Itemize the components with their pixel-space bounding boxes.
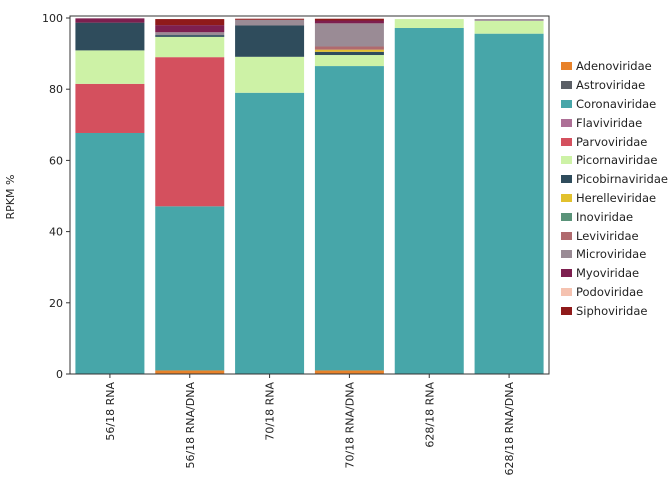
legend-label: Microviridae: [576, 247, 647, 262]
bars-layer: [75, 18, 544, 375]
legend-swatch: [561, 99, 572, 108]
bar-segment-adenoviridae-3: [314, 370, 384, 374]
bar-segment-microviridae-2: [235, 19, 305, 26]
legend-item-coronaviridae: Coronaviridae: [561, 95, 668, 114]
y-tick-label: 80: [49, 83, 63, 96]
x-tick-label: 56/18 RNA/DNA: [184, 382, 197, 469]
bar-segment-picobirnaviridae-0: [75, 22, 145, 51]
bar-segment-picornaviridae-2: [235, 56, 305, 93]
legend-label: Parvoviridae: [576, 134, 648, 149]
x-tick-label: 56/18 RNA: [104, 382, 117, 441]
legend-swatch: [561, 156, 572, 165]
bar-segment-microviridae-3: [314, 23, 384, 47]
legend-item-herelleviridae: Herelleviridae: [561, 189, 668, 208]
bar-segment-coronaviridae-4: [394, 27, 464, 375]
bar-segment-picornaviridae-3: [314, 55, 384, 67]
legend-item-inoviridae: Inoviridae: [561, 207, 668, 226]
bar-segment-picornaviridae-1: [155, 36, 225, 58]
legend-label: Leviviridae: [576, 228, 639, 243]
legend-item-podoviridae: Podoviridae: [561, 283, 668, 302]
legend-label: Herelleviridae: [576, 190, 657, 205]
legend-swatch: [561, 81, 572, 90]
bar-segment-picobirnaviridae-1: [155, 35, 225, 37]
bar-segment-leviviridae-3: [314, 46, 384, 50]
legend-item-adenoviridae: Adenoviridae: [561, 57, 668, 76]
legend-item-myoviridae: Myoviridae: [561, 264, 668, 283]
legend-swatch: [561, 62, 572, 71]
legend-swatch: [561, 250, 572, 259]
legend-swatch: [561, 287, 572, 296]
legend-item-leviviridae: Leviviridae: [561, 226, 668, 245]
legend-label: Adenoviridae: [576, 59, 652, 74]
bar-segment-myoviridae-3: [314, 20, 384, 24]
legend-item-flaviviridae: Flaviviridae: [561, 113, 668, 132]
bar-segment-picornaviridae-5: [474, 20, 544, 34]
y-tick-label: 0: [56, 368, 63, 381]
legend-label: Inoviridae: [576, 209, 634, 224]
legend-label: Picornaviridae: [576, 153, 658, 168]
y-tick-label: 100: [42, 12, 63, 25]
plot-frame: [69, 15, 550, 375]
y-axis-label: RPKM %: [4, 175, 17, 220]
x-axis: 56/18 RNA 56/18 RNA/DNA 70/18 RNA 70/18 RNA…: [104, 374, 516, 476]
bar-segment-siphoviridae-3: [314, 18, 384, 21]
legend-item-picobirnaviridae: Picobirnaviridae: [561, 170, 668, 189]
y-tick-label: 60: [49, 154, 63, 167]
bar-segment-picornaviridae-0: [75, 50, 145, 84]
y-tick-label: 20: [49, 297, 63, 310]
bar-segment-parvoviridae-0: [75, 83, 145, 133]
x-tick-label: 70/18 RNA: [264, 382, 277, 441]
bar-segment-coronaviridae-1: [155, 206, 225, 371]
bar-segment-coronaviridae-3: [314, 66, 384, 371]
legend-item-siphoviridae: Siphoviridae: [561, 301, 668, 320]
legend-swatch: [561, 231, 572, 240]
x-tick-label: 628/18 RNA/DNA: [503, 382, 516, 476]
bar-segment-siphoviridae-2: [235, 18, 305, 20]
bar-segment-siphoviridae-1: [155, 19, 225, 26]
legend-label: Astroviridae: [576, 78, 646, 93]
bar-segment-adenoviridae-1: [155, 370, 225, 374]
bar-segment-herelleviridae-3: [314, 49, 384, 52]
legend-label: Coronaviridae: [576, 96, 657, 111]
legend-swatch: [561, 212, 572, 221]
legend-swatch: [561, 193, 572, 202]
legend-swatch: [561, 118, 572, 127]
legend-item-microviridae: Microviridae: [561, 245, 668, 264]
legend: Adenoviridae Astroviridae Coronaviridae Fla…: [561, 57, 668, 320]
x-tick-label: 628/18 RNA: [423, 382, 436, 448]
bar-segment-coronaviridae-0: [75, 132, 145, 374]
legend-label: Flaviviridae: [576, 115, 643, 130]
legend-label: Myoviridae: [576, 266, 640, 281]
legend-swatch: [561, 306, 572, 315]
legend-label: Siphoviridae: [576, 303, 648, 318]
bar-segment-picobirnaviridae-3: [314, 51, 384, 56]
bar-segment-myoviridae-1: [155, 25, 225, 33]
legend-swatch: [561, 269, 572, 278]
bar-segment-parvoviridae-1: [155, 57, 225, 207]
legend-label: Picobirnaviridae: [576, 172, 668, 187]
legend-swatch: [561, 137, 572, 146]
y-axis: 0 20 40 60 80 100: [42, 12, 70, 381]
bar-segment-picornaviridae-4: [394, 19, 464, 28]
legend-item-picornaviridae: Picornaviridae: [561, 151, 668, 170]
bar-segment-microviridae-5: [474, 19, 544, 21]
bar-segment-coronaviridae-2: [235, 92, 305, 374]
legend-label: Podoviridae: [576, 284, 644, 299]
legend-swatch: [561, 175, 572, 184]
bar-segment-coronaviridae-5: [474, 33, 544, 374]
x-tick-label: 70/18 RNA/DNA: [343, 382, 356, 469]
legend-item-parvoviridae: Parvoviridae: [561, 132, 668, 151]
legend-item-astroviridae: Astroviridae: [561, 76, 668, 95]
bar-segment-myoviridae-0: [75, 18, 145, 23]
bar-segment-microviridae-1: [155, 32, 225, 36]
y-tick-label: 40: [49, 226, 63, 239]
bar-segment-picobirnaviridae-2: [235, 25, 305, 57]
